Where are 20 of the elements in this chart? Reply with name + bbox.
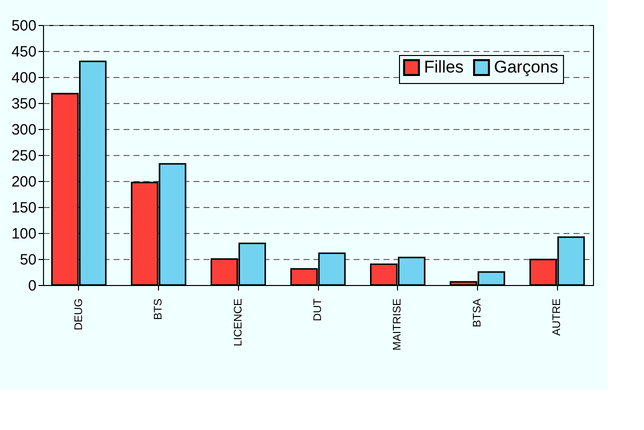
y-tick-label: 100 [11,226,36,242]
legend-label: Garçons [494,58,558,77]
x-tick-label: BTS [152,298,165,320]
y-tick-label: 450 [11,44,36,60]
x-tick-label: DEUG [72,298,85,330]
legend-label: Filles [424,58,464,77]
y-tick-label: 350 [11,96,36,112]
y-tick-label: 300 [11,122,36,138]
x-tick-label: LICENCE [232,298,244,346]
y-tick-label: 150 [11,200,36,216]
x-tick-label: AUTRE [551,298,564,336]
y-tick-label: 400 [11,70,36,86]
x-tick-label: BTSA [471,298,484,328]
x-tick-label: MAITRISE [392,298,404,350]
y-tick-label: 500 [11,18,36,34]
x-tick-label: DUT [312,298,324,322]
y-tick-label: 200 [11,174,36,190]
y-tick-label: 0 [28,278,36,294]
y-tick-label: 50 [20,252,36,268]
y-tick-label: 250 [11,148,36,164]
